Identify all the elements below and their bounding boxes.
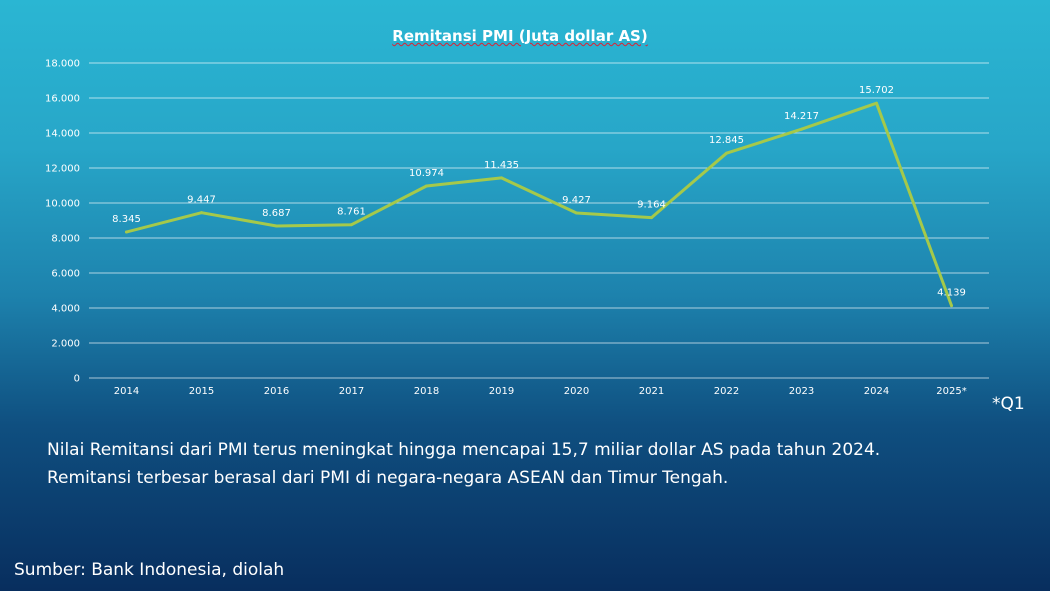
data-point bbox=[275, 224, 278, 228]
x-tick-label: 2021 bbox=[639, 386, 664, 397]
x-tick-label: 2017 bbox=[339, 386, 364, 397]
x-tick-label: 2016 bbox=[264, 386, 289, 397]
data-label: 15.702 bbox=[859, 85, 894, 96]
x-tick-label: 2020 bbox=[564, 386, 589, 397]
data-label: 9.164 bbox=[637, 200, 666, 211]
data-label: 8.687 bbox=[262, 208, 291, 219]
data-label: 8.761 bbox=[337, 207, 366, 218]
description-line-2: Remitansi terbesar berasal dari PMI di n… bbox=[47, 468, 729, 488]
x-tick-label: 2022 bbox=[714, 386, 739, 397]
y-tick-label: 10.000 bbox=[45, 199, 80, 210]
y-tick-label: 8.000 bbox=[51, 234, 80, 245]
y-tick-label: 14.000 bbox=[45, 129, 80, 140]
data-point bbox=[875, 101, 878, 105]
x-tick-label: 2014 bbox=[114, 386, 139, 397]
data-label: 10.974 bbox=[409, 168, 444, 179]
data-point bbox=[950, 304, 953, 308]
x-tick-label: 2018 bbox=[414, 386, 439, 397]
y-tick-label: 4.000 bbox=[51, 304, 80, 315]
data-label: 14.217 bbox=[784, 111, 819, 122]
data-point bbox=[650, 216, 653, 220]
data-label: 4.139 bbox=[937, 288, 966, 299]
data-point bbox=[725, 151, 728, 155]
footnote: *Q1 bbox=[992, 394, 1025, 414]
data-point bbox=[125, 230, 128, 234]
data-point bbox=[350, 223, 353, 227]
series-line bbox=[125, 101, 953, 308]
source-note: Sumber: Bank Indonesia, diolah bbox=[14, 560, 285, 580]
data-label: 9.447 bbox=[187, 195, 216, 206]
line-chart: 0 2.000 4.000 6.000 8.000 10.000 12.000 14.000 1… bbox=[45, 59, 966, 397]
data-point bbox=[800, 127, 803, 131]
x-tick-label: 2025* bbox=[936, 386, 966, 397]
y-tick-label: 0 bbox=[74, 374, 80, 385]
data-point bbox=[425, 184, 428, 188]
data-label: 8.345 bbox=[112, 214, 141, 225]
y-tick-label: 2.000 bbox=[51, 339, 80, 350]
y-tick-label: 6.000 bbox=[51, 269, 80, 280]
description-line-1: Nilai Remitansi dari PMI terus meningkat… bbox=[47, 440, 881, 460]
data-point bbox=[575, 211, 578, 215]
data-label: 9.427 bbox=[562, 195, 591, 206]
y-tick-label: 18.000 bbox=[45, 59, 80, 70]
x-tick-label: 2019 bbox=[489, 386, 514, 397]
data-point bbox=[500, 176, 503, 180]
description: Nilai Remitansi dari PMI terus meningkat… bbox=[47, 436, 1007, 492]
y-tick-label: 12.000 bbox=[45, 164, 80, 175]
chart-title: Remitansi PMI (Juta dollar AS) bbox=[392, 27, 648, 45]
x-tick-label: 2023 bbox=[789, 386, 814, 397]
data-point bbox=[200, 211, 203, 215]
data-label: 12.845 bbox=[709, 135, 744, 146]
data-label: 11.435 bbox=[484, 160, 519, 171]
x-tick-label: 2015 bbox=[189, 386, 214, 397]
x-tick-label: 2024 bbox=[864, 386, 889, 397]
y-tick-label: 16.000 bbox=[45, 94, 80, 105]
